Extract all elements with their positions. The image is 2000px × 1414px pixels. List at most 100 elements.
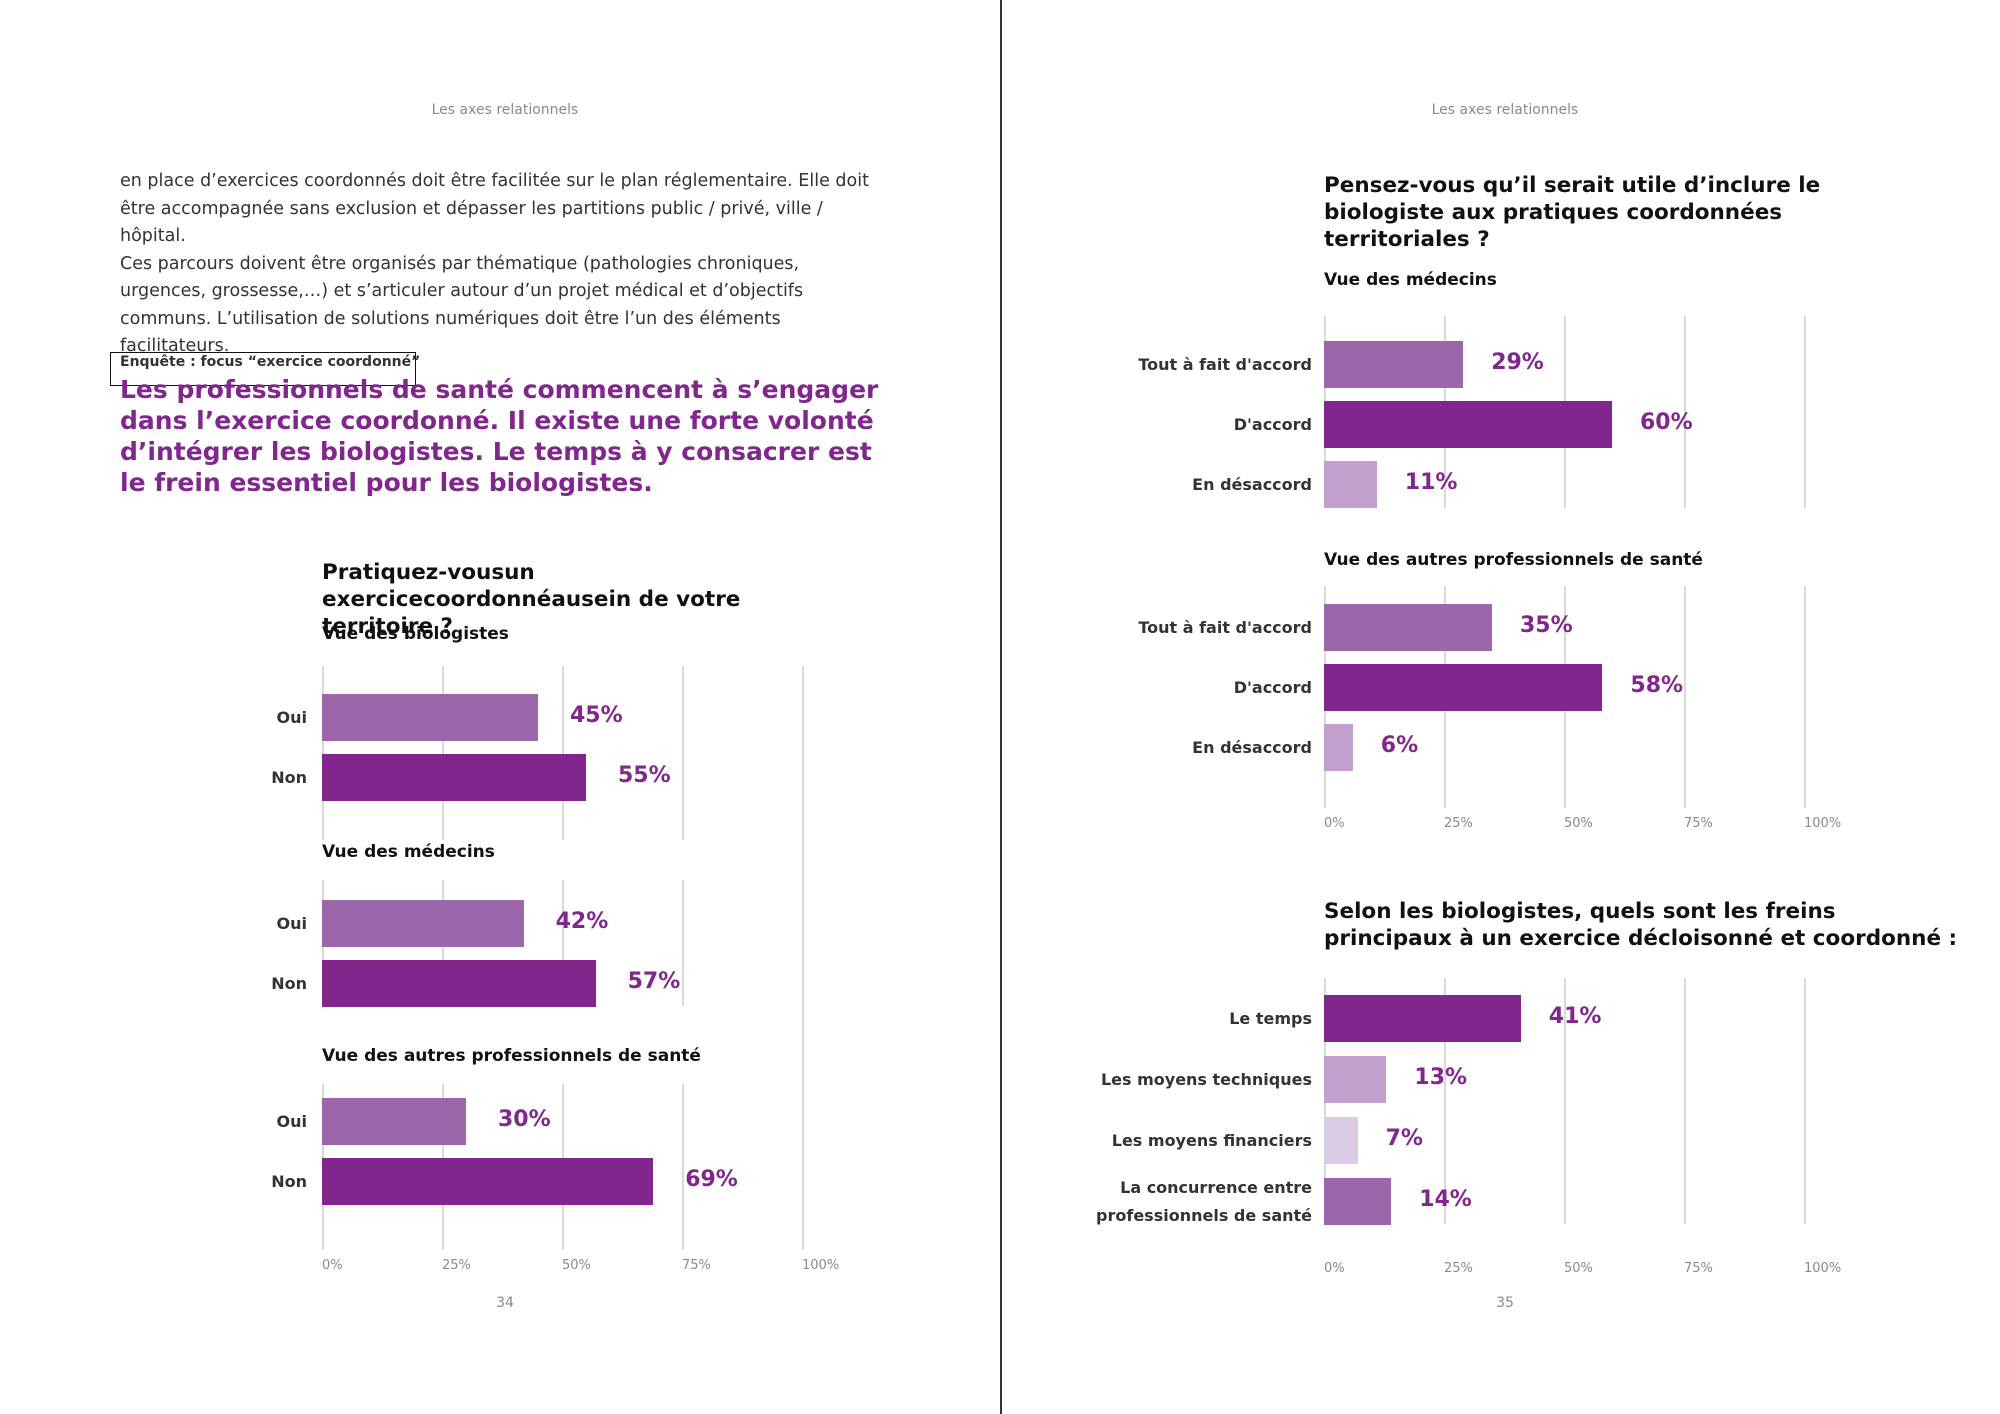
category-label: Tout à fait d'accord (1138, 355, 1312, 374)
chart-2-subtitle: Vue des médecins (1324, 270, 1497, 290)
chart-1-subtitle: Vue des biologistes (322, 624, 509, 644)
data-label: 7% (1385, 1126, 1423, 1151)
bar (1324, 724, 1353, 771)
category-label: Les moyens techniques (1100, 1070, 1312, 1089)
gridline (1444, 978, 1446, 1224)
gridline (562, 666, 564, 840)
data-label: 6% (1380, 733, 1419, 758)
gridline (1684, 316, 1686, 508)
axis-tick-label: 0% (1324, 816, 1345, 831)
gridline (1804, 586, 1806, 808)
category-label: Oui (276, 914, 307, 933)
data-label: 45% (570, 703, 623, 728)
bar (1324, 461, 1377, 508)
data-label: 55% (618, 763, 671, 788)
axis-tick-label: 25% (442, 1258, 471, 1273)
chart-1-subtitle: Vue des autres professionnels de santé (322, 1046, 701, 1066)
category-label: La concurrence entre professionnels de sa… (1052, 1174, 1312, 1230)
axis-tick-label: 75% (1684, 816, 1713, 831)
gridline (1684, 978, 1686, 1224)
axis-tick-label: 0% (322, 1258, 343, 1273)
axis-tick-label: 75% (682, 1258, 711, 1273)
gridline (1804, 978, 1806, 1224)
axis-tick-label: 100% (802, 1258, 840, 1273)
data-label: 69% (685, 1167, 738, 1192)
axis-tick-label: 25% (1444, 1261, 1473, 1276)
axis-tick-label: 0% (1324, 1261, 1345, 1276)
data-label: 42% (555, 909, 609, 934)
chart-3-title: Selon les biologistes, quels sont les fr… (1324, 899, 1958, 951)
bar (1324, 664, 1603, 711)
tag-box (110, 352, 416, 386)
category-label: Non (271, 1172, 307, 1191)
gridline (682, 1084, 684, 1250)
data-label: 29% (1491, 350, 1544, 375)
chart-2-subtitle: Vue des autres professionnels de santé (1324, 550, 1703, 570)
data-label: 57% (627, 969, 681, 994)
page-number-right: 35 (1496, 1295, 1514, 1311)
bar (322, 960, 596, 1007)
data-label: 35% (1520, 613, 1573, 638)
gridline (562, 880, 564, 1006)
body-text: en place d’exercices coordonnés doit êtr… (120, 168, 880, 361)
gridline (682, 880, 684, 1006)
bar (1324, 1117, 1358, 1164)
gridline (322, 666, 324, 840)
bar (322, 900, 524, 947)
gridline (802, 666, 804, 1250)
gridline (1684, 586, 1686, 808)
data-label: 41% (1548, 1004, 1602, 1029)
data-label: 14% (1419, 1187, 1472, 1212)
category-label: Oui (276, 1112, 307, 1131)
axis-tick-label: 75% (1684, 1261, 1713, 1276)
chart-1-title: Pratiquez-vousun exercicecoordonnéausein… (322, 560, 741, 639)
data-label: 30% (498, 1107, 551, 1132)
gridline (1564, 978, 1566, 1224)
axis-tick-label: 50% (1564, 1261, 1593, 1276)
axis-tick-label: 50% (1564, 816, 1593, 831)
category-label-line: professionnels de santé (1096, 1206, 1312, 1225)
bar (1324, 604, 1492, 651)
axis-tick-label: 100% (1804, 1261, 1842, 1276)
category-label: Le temps (1229, 1009, 1312, 1028)
bar (322, 1098, 466, 1145)
category-label: En désaccord (1192, 738, 1312, 757)
chart-2-title: Pensez-vous qu’il serait utile d’inclure… (1324, 173, 1821, 252)
body-paragraph-2: Ces parcours doivent être organisés par … (120, 253, 804, 357)
data-label: 60% (1640, 410, 1693, 435)
axis-tick-label: 50% (562, 1258, 591, 1273)
category-label: Oui (276, 708, 307, 727)
gridline (682, 666, 684, 840)
bar (1324, 341, 1464, 388)
category-label: Non (271, 974, 307, 993)
page-divider (1000, 0, 1002, 1414)
running-head-left: Les axes relationnels (431, 102, 579, 118)
data-label: 11% (1404, 470, 1458, 495)
lead-paragraph: Les professionnels de santé commencent à… (120, 375, 879, 497)
category-label-line: La concurrence entre (1120, 1178, 1312, 1197)
bar (1324, 1178, 1392, 1225)
bar (1324, 401, 1612, 448)
category-label: D'accord (1233, 678, 1312, 697)
bar (1324, 995, 1521, 1042)
bar (322, 754, 586, 801)
data-label: 13% (1414, 1065, 1468, 1090)
data-label: 58% (1630, 673, 1684, 698)
chart-1-subtitle: Vue des médecins (322, 842, 495, 862)
category-label: Non (271, 768, 307, 787)
page-number-left: 34 (496, 1295, 514, 1311)
category-label: Tout à fait d'accord (1138, 618, 1312, 637)
body-paragraph-1: en place d’exercices coordonnés doit êtr… (120, 171, 869, 246)
bar (322, 694, 538, 741)
gridline (442, 666, 444, 840)
axis-tick-label: 100% (1804, 816, 1842, 831)
bar (1324, 1056, 1387, 1103)
category-label: Les moyens financiers (1111, 1131, 1312, 1150)
bar (322, 1158, 654, 1205)
category-label: En désaccord (1192, 475, 1312, 494)
running-head-right: Les axes relationnels (1431, 102, 1579, 118)
category-label: D'accord (1233, 415, 1312, 434)
survey-tag: Enquête : focus “exercice coordonné” (120, 354, 421, 370)
axis-tick-label: 25% (1444, 816, 1473, 831)
gridline (1804, 316, 1806, 508)
